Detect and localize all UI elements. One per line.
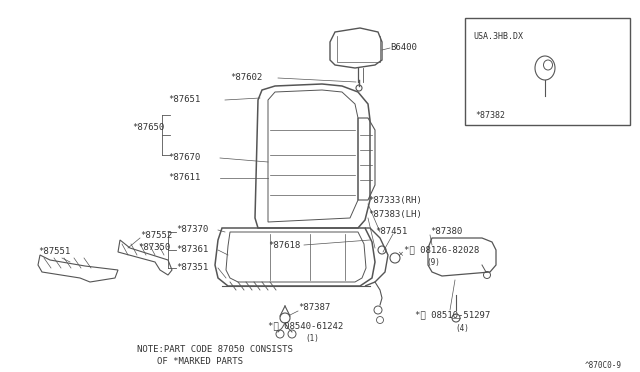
Text: *87333(RH): *87333(RH) (368, 196, 422, 205)
Text: *87651: *87651 (168, 96, 200, 105)
Text: *87611: *87611 (168, 173, 200, 183)
Text: *87602: *87602 (230, 74, 262, 83)
Text: (4): (4) (455, 324, 469, 333)
Text: *87618: *87618 (268, 241, 300, 250)
Text: OF *MARKED PARTS: OF *MARKED PARTS (157, 357, 243, 366)
Text: NOTE:PART CODE 87050 CONSISTS: NOTE:PART CODE 87050 CONSISTS (137, 346, 293, 355)
Text: (9): (9) (426, 257, 440, 266)
Text: *Ⓑ 08126-82028: *Ⓑ 08126-82028 (404, 246, 479, 254)
Text: *87380: *87380 (430, 228, 462, 237)
Text: (1): (1) (305, 334, 319, 343)
Text: *Ⓢ 08510-51297: *Ⓢ 08510-51297 (415, 311, 490, 320)
Text: B6400: B6400 (390, 44, 417, 52)
Bar (465, 18, 630, 125)
Text: *87382: *87382 (475, 111, 505, 120)
Text: *87387: *87387 (298, 304, 330, 312)
Text: *87350: *87350 (138, 244, 170, 253)
Text: *87451: *87451 (375, 228, 407, 237)
Text: *87650: *87650 (132, 124, 164, 132)
Text: *87383(LH): *87383(LH) (368, 211, 422, 219)
Text: *87361: *87361 (176, 246, 208, 254)
Text: USA.3HB.DX: USA.3HB.DX (473, 32, 523, 41)
Text: *Ⓢ 08540-61242: *Ⓢ 08540-61242 (268, 321, 343, 330)
Text: ×: × (397, 251, 403, 257)
Text: *87351: *87351 (176, 263, 208, 273)
Text: *87670: *87670 (168, 154, 200, 163)
Text: *87370: *87370 (176, 225, 208, 234)
Text: *87551: *87551 (38, 247, 70, 257)
Text: *87552: *87552 (140, 231, 172, 240)
Text: ^870C0-9: ^870C0-9 (585, 362, 622, 371)
